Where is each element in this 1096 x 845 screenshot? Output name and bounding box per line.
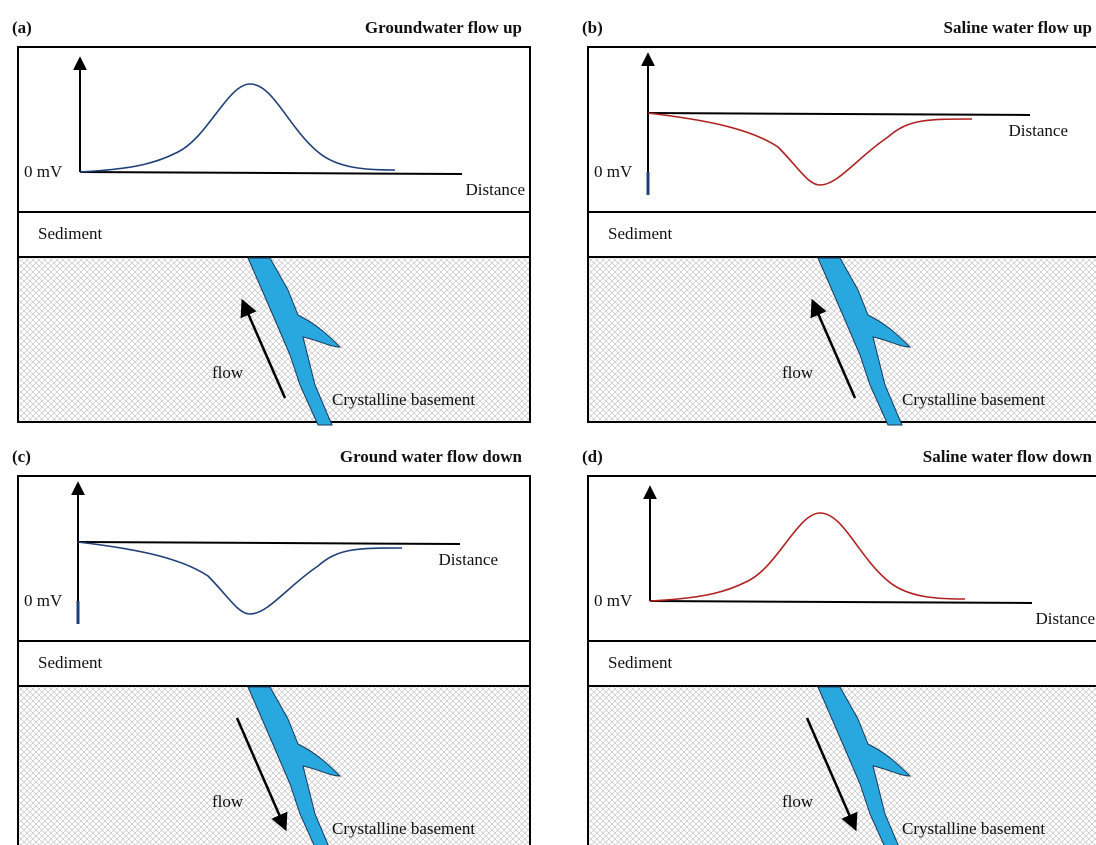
flow-label: flow — [782, 363, 814, 382]
zero-label: 0 mV — [24, 591, 63, 610]
zero-label: 0 mV — [594, 591, 633, 610]
plot-box — [588, 476, 1096, 641]
panel-label: (a) — [12, 18, 32, 37]
axis-label: Distance — [1009, 121, 1068, 140]
zero-label: 0 mV — [24, 162, 63, 181]
sediment-label: Sediment — [38, 224, 102, 243]
sediment-label: Sediment — [608, 224, 672, 243]
panel-label: (d) — [582, 447, 603, 466]
axis-label: Distance — [439, 550, 498, 569]
panel: (d) Saline water flow down Sediment Distanc… — [582, 447, 1096, 845]
basement-label: Crystalline basement — [332, 819, 475, 838]
panel: (c) Ground water flow down Sediment Distanc… — [12, 447, 530, 845]
axis-label: Distance — [466, 180, 525, 199]
panel-label: (b) — [582, 18, 603, 37]
basement-label: Crystalline basement — [902, 819, 1045, 838]
panel-label: (c) — [12, 447, 31, 466]
panel-title: Ground water flow down — [340, 447, 523, 466]
basement-label: Crystalline basement — [332, 390, 475, 409]
sediment-label: Sediment — [608, 653, 672, 672]
figure: (a) Groundwater flow up Sediment Distance 0 … — [0, 0, 1096, 845]
plot-box — [18, 47, 530, 212]
panel: (a) Groundwater flow up Sediment Distance 0 … — [12, 18, 530, 425]
flow-label: flow — [212, 792, 244, 811]
basement-label: Crystalline basement — [902, 390, 1045, 409]
axis-label: Distance — [1036, 609, 1095, 628]
flow-label: flow — [782, 792, 814, 811]
zero-label: 0 mV — [594, 162, 633, 181]
panel-title: Saline water flow down — [923, 447, 1093, 466]
sediment-label: Sediment — [38, 653, 102, 672]
flow-label: flow — [212, 363, 244, 382]
panel-title: Saline water flow up — [944, 18, 1092, 37]
panel: (b) Saline water flow up Sediment Distance 0… — [582, 18, 1096, 425]
panel-title: Groundwater flow up — [365, 18, 522, 37]
